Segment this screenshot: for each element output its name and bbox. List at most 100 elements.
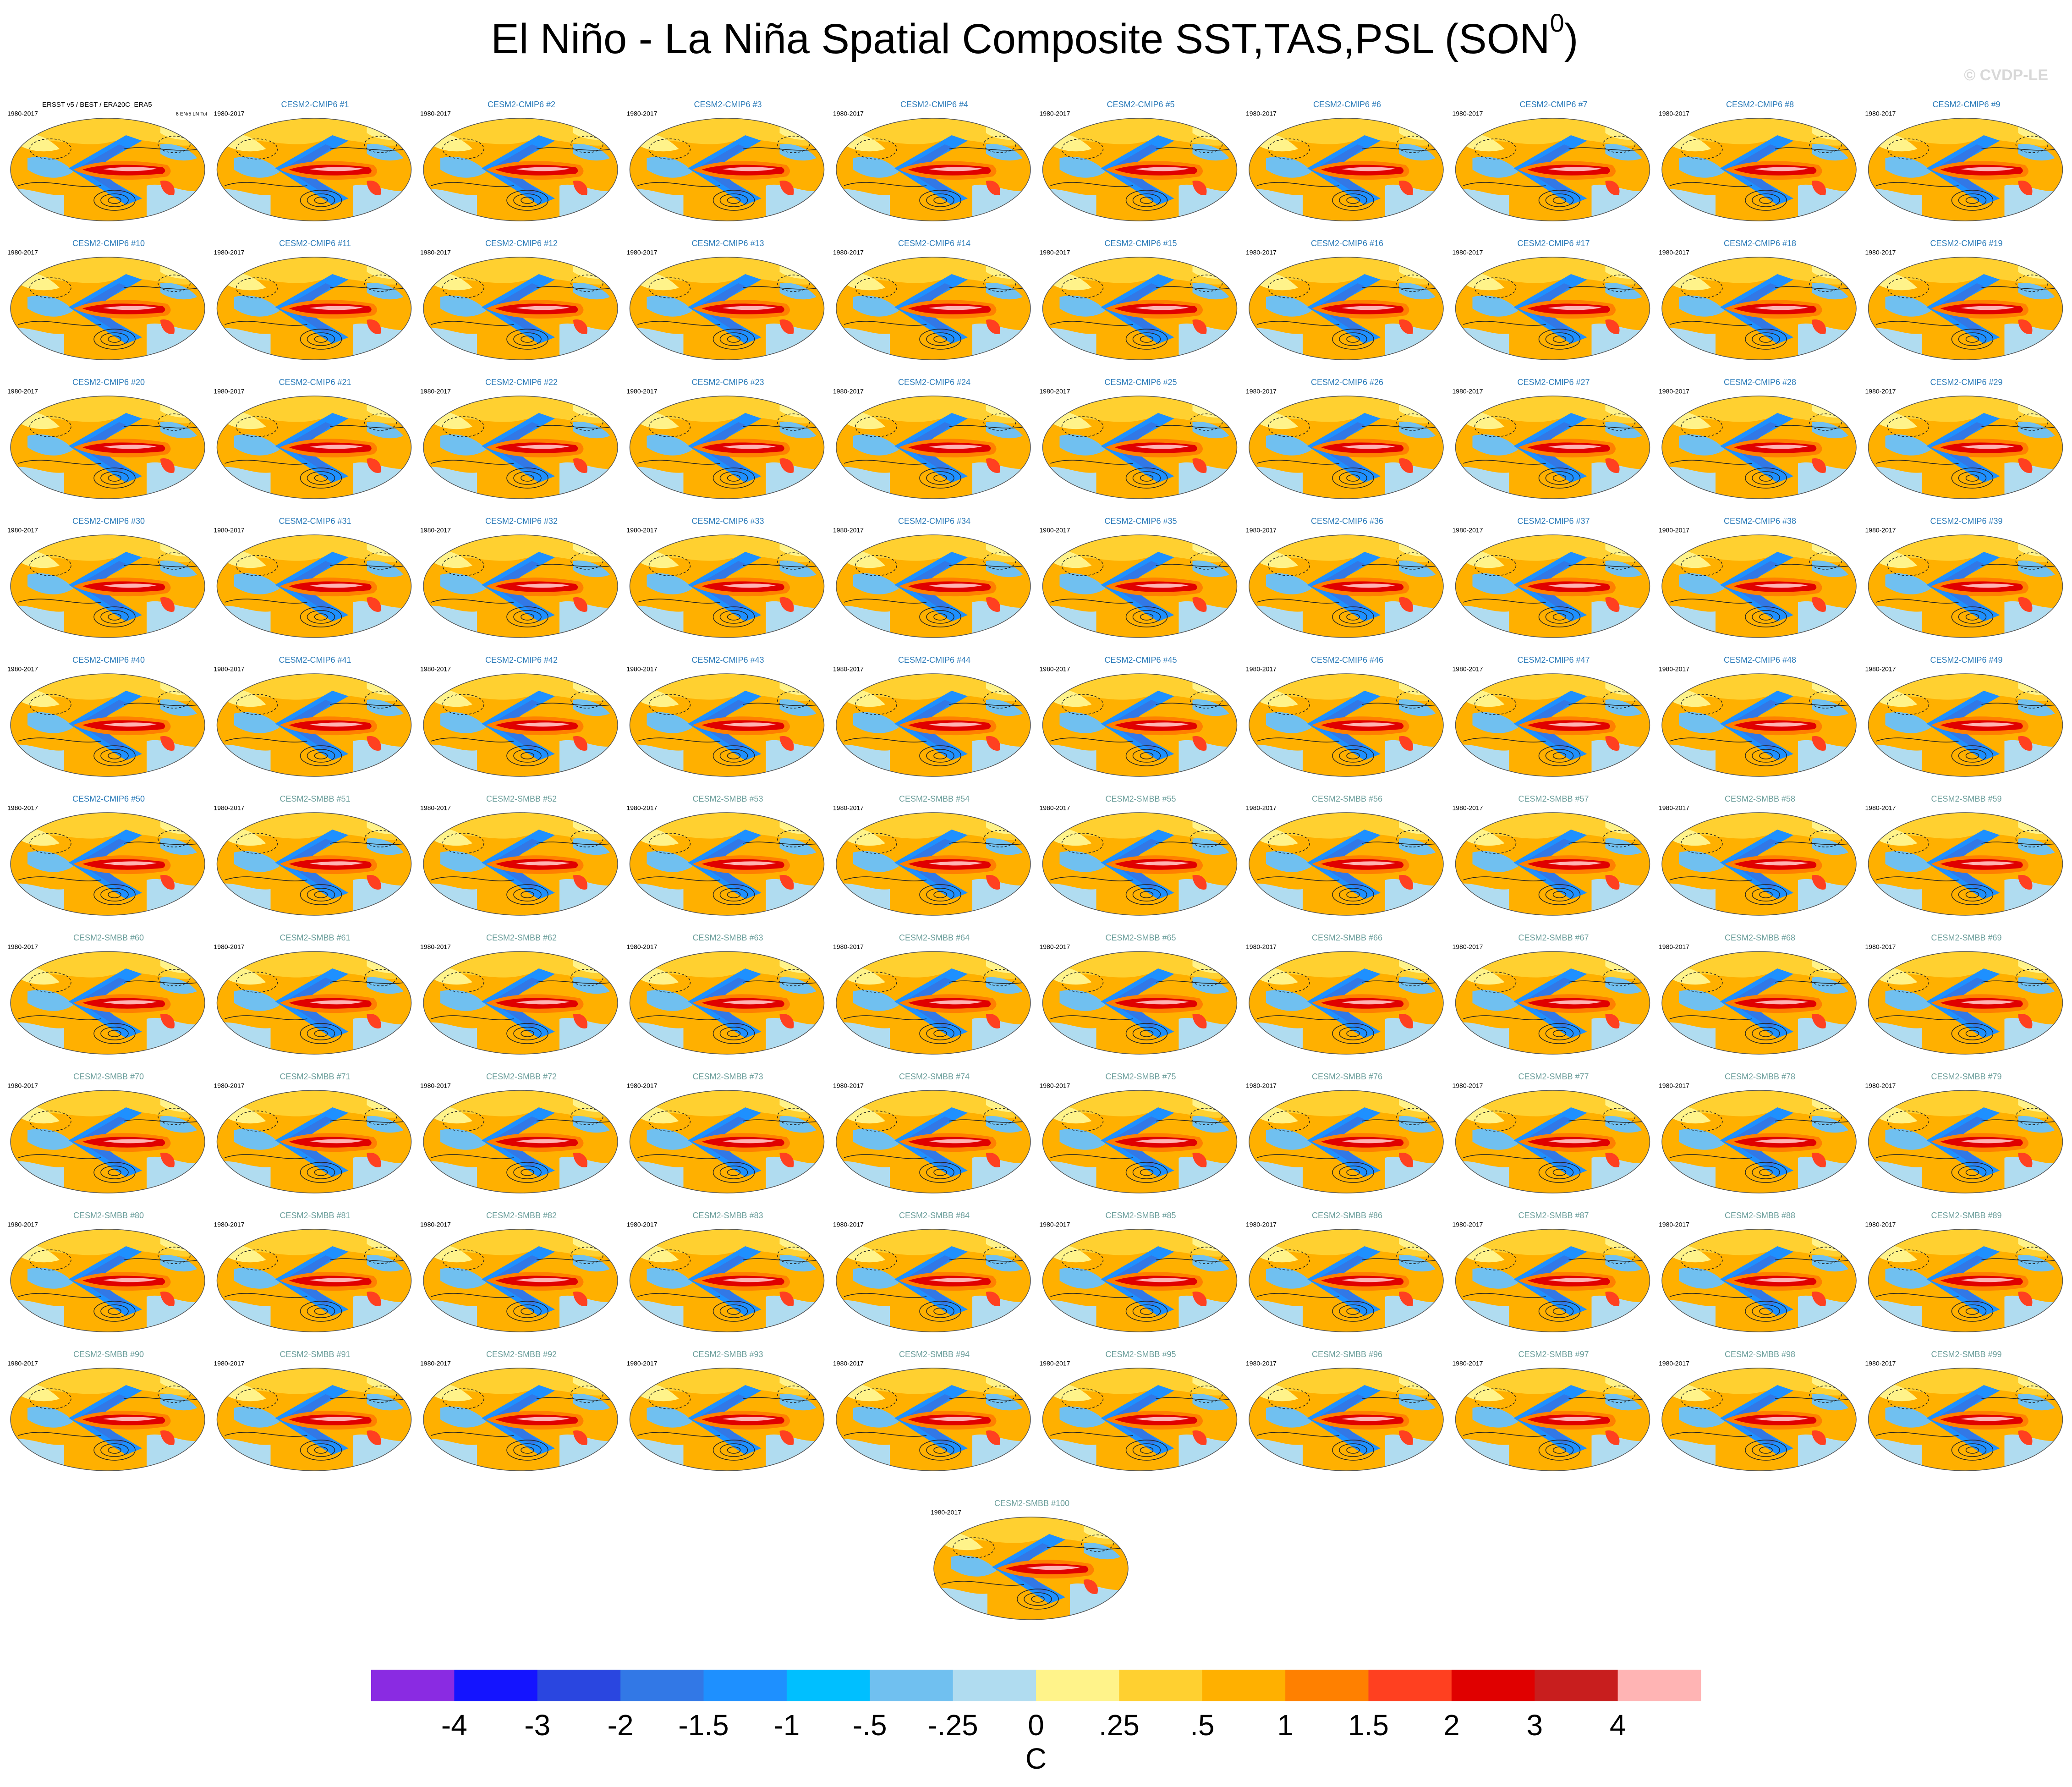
period-label: 1980-2017 [1659, 527, 1689, 534]
panel-title: CESM2-SMBB #88 [1725, 1211, 1795, 1220]
period-label: 1980-2017 [214, 110, 245, 117]
period-label: 1980-2017 [1453, 110, 1483, 117]
map [1041, 1089, 1239, 1194]
panel-title: CESM2-SMBB #92 [486, 1350, 557, 1359]
period-label: 1980-2017 [627, 1221, 658, 1228]
panel-title: CESM2-SMBB #93 [692, 1350, 763, 1359]
colorbar-tick-label: -3 [524, 1709, 550, 1742]
panel-title: CESM2-CMIP6 #47 [1517, 655, 1590, 665]
period-label: 1980-2017 [1659, 1082, 1689, 1089]
map [629, 1089, 826, 1194]
map [835, 811, 1032, 917]
period-label: 1980-2017 [1040, 388, 1070, 395]
colorbar-tick-label: -1.5 [678, 1709, 729, 1742]
period-label: 1980-2017 [1865, 943, 1896, 951]
map [1454, 533, 1651, 639]
color-box [620, 1670, 704, 1701]
period-label: 1980-2017 [214, 1360, 245, 1367]
colorbar-label: C [1025, 1742, 1047, 1775]
panel-title: CESM2-SMBB #98 [1725, 1350, 1795, 1359]
panel-title: ERSST v5 / BEST / ERA20C_ERA5 [42, 101, 152, 109]
color-box [1119, 1670, 1203, 1701]
period-label: 1980-2017 [627, 1082, 658, 1089]
map [1661, 1367, 1858, 1472]
panel-title: CESM2-CMIP6 #6 [1313, 100, 1381, 109]
panel-title: CESM2-CMIP6 #40 [72, 655, 145, 665]
map [1248, 256, 1445, 361]
period-label: 1980-2017 [1453, 249, 1483, 256]
period-label: 1980-2017 [1246, 527, 1277, 534]
map [1867, 395, 2064, 500]
map [422, 395, 619, 500]
map [1661, 950, 1858, 1056]
panel-title: CESM2-CMIP6 #10 [72, 239, 145, 248]
period-label: 1980-2017 [833, 527, 864, 534]
panel-title: CESM2-SMBB #61 [280, 933, 350, 942]
period-label: 1980-2017 [1246, 943, 1277, 951]
title-superscript: 0 [1550, 8, 1564, 37]
map [629, 117, 826, 222]
colorbar-tick-label: -.25 [927, 1709, 978, 1742]
map [1248, 1367, 1445, 1472]
period-label: 1980-2017 [7, 249, 38, 256]
map [9, 395, 206, 500]
panel-title: CESM2-CMIP6 #14 [898, 239, 970, 248]
panel-title: CESM2-CMIP6 #2 [488, 100, 555, 109]
map [1661, 1228, 1858, 1333]
period-label: 1980-2017 [1865, 110, 1896, 117]
panel-title: CESM2-SMBB #52 [486, 794, 557, 803]
map [9, 256, 206, 361]
period-label: 1980-2017 [1246, 665, 1277, 673]
panel-title: CESM2-SMBB #91 [280, 1350, 350, 1359]
period-label: 1980-2017 [7, 665, 38, 673]
period-label: 1980-2017 [1659, 804, 1689, 812]
period-label: 1980-2017 [214, 943, 245, 951]
map [9, 1089, 206, 1194]
panel-title: CESM2-SMBB #53 [692, 794, 763, 803]
panel-title: CESM2-CMIP6 #13 [691, 239, 764, 248]
map [216, 395, 413, 500]
map [1041, 533, 1239, 639]
period-label: 1980-2017 [420, 527, 451, 534]
map [835, 117, 1032, 222]
colorbar-tick-label: 2 [1443, 1709, 1460, 1742]
color-box [1036, 1670, 1119, 1701]
map [835, 256, 1032, 361]
period-label: 1980-2017 [1246, 1360, 1277, 1367]
map [422, 1089, 619, 1194]
period-label: 1980-2017 [1040, 1221, 1070, 1228]
panel-title: CESM2-CMIP6 #28 [1724, 378, 1796, 387]
panel-title: CESM2-SMBB #82 [486, 1211, 557, 1220]
period-label: 1980-2017 [1040, 1360, 1070, 1367]
panel-title: CESM2-CMIP6 #35 [1104, 517, 1177, 526]
period-label: 1980-2017 [833, 1221, 864, 1228]
period-label: 1980-2017 [931, 1509, 961, 1516]
period-label: 1980-2017 [420, 1360, 451, 1367]
period-label: 1980-2017 [7, 804, 38, 812]
period-label: 1980-2017 [7, 388, 38, 395]
period-label: 1980-2017 [214, 249, 245, 256]
map [629, 256, 826, 361]
panel-title: CESM2-SMBB #87 [1518, 1211, 1589, 1220]
panel-title: CESM2-CMIP6 #15 [1104, 239, 1177, 248]
map [1041, 117, 1239, 222]
panel-title: CESM2-CMIP6 #1 [281, 100, 349, 109]
period-label: 1980-2017 [627, 388, 658, 395]
period-label: 1980-2017 [214, 665, 245, 673]
map [1248, 1089, 1445, 1194]
panel-title: CESM2-CMIP6 #43 [691, 655, 764, 665]
map [1661, 1089, 1858, 1194]
panel-title: CESM2-SMBB #97 [1518, 1350, 1589, 1359]
period-label: 1980-2017 [420, 249, 451, 256]
map [1867, 117, 2064, 222]
period-label: 1980-2017 [627, 804, 658, 812]
period-label: 1980-2017 [627, 249, 658, 256]
panel-title: CESM2-SMBB #66 [1312, 933, 1382, 942]
period-label: 1980-2017 [1865, 527, 1896, 534]
period-label: 1980-2017 [1040, 804, 1070, 812]
colorbar-tick-label: 4 [1610, 1709, 1626, 1742]
period-label: 1980-2017 [1659, 110, 1689, 117]
map [1041, 1228, 1239, 1333]
period-label: 1980-2017 [627, 943, 658, 951]
panel-title: CESM2-SMBB #73 [692, 1072, 763, 1081]
